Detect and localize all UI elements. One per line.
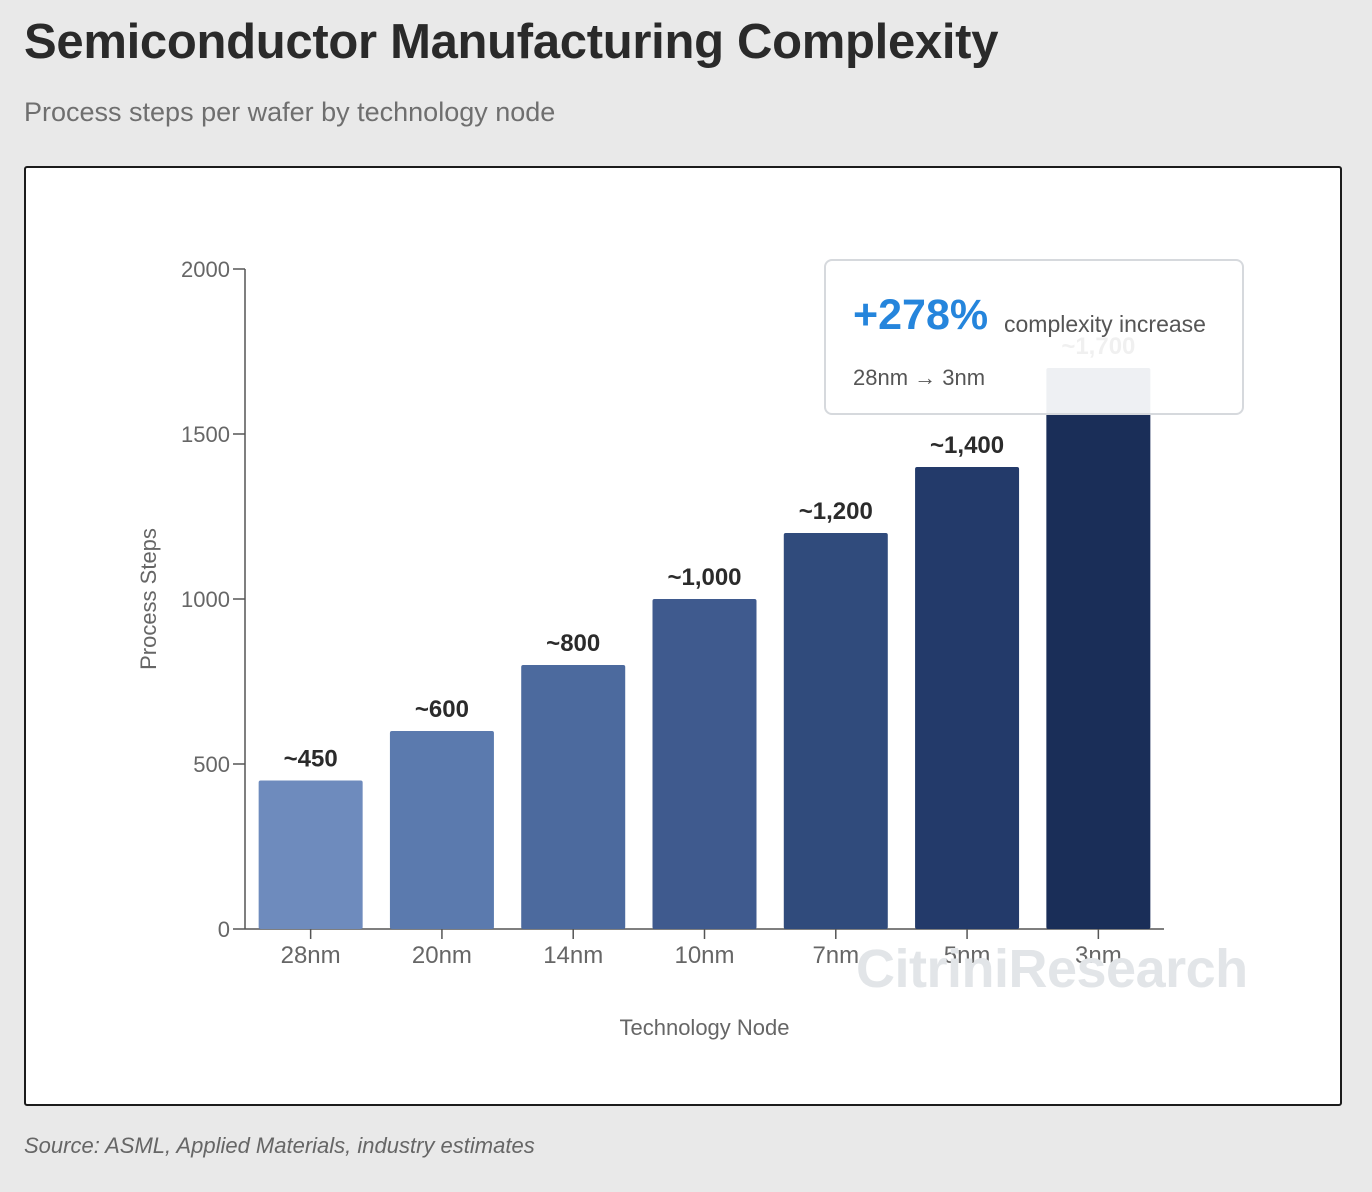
data-label-10nm: ~1,000 xyxy=(667,564,741,591)
bar-3nm xyxy=(1046,368,1151,929)
data-label-20nm: ~600 xyxy=(415,696,469,723)
bar-10nm xyxy=(652,599,757,929)
data-label-7nm: ~1,200 xyxy=(799,498,873,525)
x-axis-title: Technology Node xyxy=(619,1015,789,1040)
callout-percent: +278% xyxy=(853,291,989,339)
x-tick-label-5nm: 5nm xyxy=(944,942,991,969)
data-label-14nm: ~800 xyxy=(546,630,600,657)
bar-5nm xyxy=(915,467,1020,929)
source-note: Source: ASML, Applied Materials, industr… xyxy=(24,1133,535,1158)
y-tick-label: 2000 xyxy=(181,257,230,282)
chart-panel: 0 500 1000 1500 2000 Process Steps ~450 28nm ~60… xyxy=(24,166,1342,1106)
data-label-5nm: ~1,400 xyxy=(930,432,1004,459)
callout-range: 28nm → 3nm xyxy=(853,365,986,390)
page-subtitle: Process steps per wafer by technology no… xyxy=(24,97,556,127)
callout-description: complexity increase xyxy=(1004,311,1206,337)
x-tick-label-3nm: 3nm xyxy=(1075,942,1122,969)
x-tick-label-14nm: 14nm xyxy=(543,942,603,969)
watermark: CitriniResearch xyxy=(856,939,1248,999)
bar-14nm xyxy=(521,665,626,929)
x-tick-label-10nm: 10nm xyxy=(674,942,734,969)
y-tick-label: 1000 xyxy=(181,587,230,612)
complexity-callout: +278% complexity increase 28nm → 3nm xyxy=(824,259,1244,415)
bar-28nm xyxy=(258,780,363,929)
bar-chart: 0 500 1000 1500 2000 Process Steps ~450 28nm ~60… xyxy=(136,257,1164,1040)
y-tick-label: 0 xyxy=(218,917,230,942)
y-axis-title: Process Steps xyxy=(136,528,161,670)
bar-7nm xyxy=(783,533,888,929)
bar-20nm xyxy=(389,731,494,929)
y-tick-label: 500 xyxy=(193,752,230,777)
x-tick-label-7nm: 7nm xyxy=(812,942,859,969)
x-tick-label-28nm: 28nm xyxy=(281,942,341,969)
x-tick-label-20nm: 20nm xyxy=(412,942,472,969)
data-label-28nm: ~450 xyxy=(284,746,338,773)
y-tick-label: 1500 xyxy=(181,422,230,447)
page-title: Semiconductor Manufacturing Complexity xyxy=(24,15,999,69)
